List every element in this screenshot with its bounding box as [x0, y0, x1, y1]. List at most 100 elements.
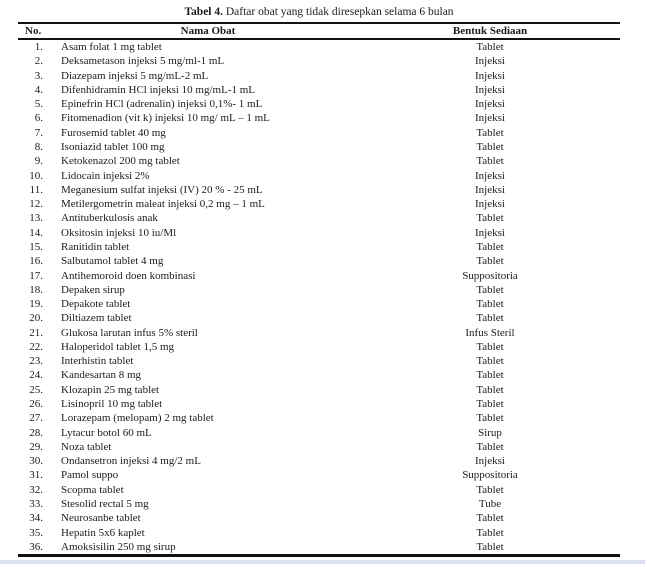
dosage-form: Infus Steril: [465, 326, 515, 339]
row-number: 1.: [34, 41, 43, 53]
row-number: 16.: [29, 255, 43, 268]
column-header-nama-obat: Nama Obat: [56, 23, 360, 40]
row-number: 15.: [29, 240, 43, 253]
table-row: 23. Interhistin tablet Tablet: [18, 354, 620, 368]
dosage-form: Injeksi: [475, 183, 505, 196]
dosage-form: Injeksi: [475, 69, 505, 82]
row-number: 30.: [29, 455, 43, 468]
table-row: 8. Isoniazid tablet 100 mg Tablet: [18, 140, 620, 154]
table-row: 9. Ketokenazol 200 mg tablet Tablet: [18, 154, 620, 168]
row-number: 13.: [29, 212, 43, 225]
dosage-form: Tablet: [476, 398, 504, 411]
dosage-form: Tablet: [476, 126, 504, 139]
table-row: 15. Ranitidin tablet Tablet: [18, 240, 620, 254]
drug-name: Depakote tablet: [61, 298, 131, 311]
table-row: 13. Antituberkulosis anak Tablet: [18, 211, 620, 225]
drug-name: Epinefrin HCl (adrenalin) injeksi 0,1%- …: [61, 98, 263, 111]
table-row: 25. Klozapin 25 mg tablet Tablet: [18, 383, 620, 397]
dosage-form: Tablet: [476, 283, 504, 296]
drug-name: Noza tablet: [61, 440, 112, 453]
row-number: 17.: [29, 269, 43, 282]
dosage-form: Tube: [478, 498, 502, 510]
dosage-form: Tablet: [476, 312, 504, 325]
dosage-form: Tablet: [476, 240, 504, 253]
table-body: 1. Asam folat 1 mg tablet Tablet 2. Deks…: [18, 39, 620, 556]
drug-name: Ketokenazol 200 mg tablet: [61, 155, 180, 168]
table-row: 12. Metilergometrin maleat injeksi 0,2 m…: [18, 197, 620, 211]
dosage-form: Tablet: [476, 298, 504, 311]
table-row: 3. Diazepam injeksi 5 mg/mL-2 mL Injeksi: [18, 69, 620, 83]
table-row: 21. Glukosa larutan infus 5% steril Infu…: [18, 326, 620, 340]
dosage-form: Tablet: [476, 369, 504, 382]
row-number: 34.: [29, 512, 43, 525]
table-row: 20. Diltiazem tablet Tablet: [18, 311, 620, 325]
table-row: 36. Amoksisilin 250 mg sirup Tablet: [18, 540, 620, 556]
dosage-form: Tablet: [476, 41, 504, 53]
drug-table: No. Nama Obat Bentuk Sediaan 1. Asam fol…: [18, 22, 620, 558]
row-number: 8.: [34, 140, 43, 153]
row-number: 31.: [29, 469, 43, 482]
dosage-form: Sirup: [478, 426, 502, 439]
dosage-form: Tablet: [476, 483, 504, 496]
drug-name: Lorazepam (melopam) 2 mg tablet: [61, 412, 214, 425]
drug-name: Antihemoroid doen kombinasi: [61, 269, 196, 282]
table-row: 34. Neurosanbe tablet Tablet: [18, 511, 620, 525]
row-number: 22.: [29, 340, 43, 353]
dosage-form: Injeksi: [475, 226, 505, 239]
dosage-form: Tablet: [476, 512, 504, 525]
dosage-form: Injeksi: [475, 55, 505, 68]
row-number: 7.: [34, 126, 43, 139]
drug-name: Scopma tablet: [61, 483, 124, 496]
row-number: 6.: [34, 112, 43, 125]
drug-name: Stesolid rectal 5 mg: [61, 498, 149, 510]
table-row: 24. Kandesartan 8 mg Tablet: [18, 368, 620, 382]
table-row: 4. Difenhidramin HCl injeksi 10 mg/mL-1 …: [18, 83, 620, 97]
dosage-form: Injeksi: [475, 98, 505, 111]
table-row: 27. Lorazepam (melopam) 2 mg tablet Tabl…: [18, 411, 620, 425]
row-number: 9.: [34, 155, 43, 168]
table-row: 29. Noza tablet Tablet: [18, 440, 620, 454]
table-row: 7. Furosemid tablet 40 mg Tablet: [18, 126, 620, 140]
dosage-form: Tablet: [476, 540, 504, 553]
row-number: 10.: [29, 169, 43, 182]
table-row: 33. Stesolid rectal 5 mg Tube: [18, 497, 620, 511]
table-row: 28. Lytacur botol 60 mL Sirup: [18, 426, 620, 440]
dosage-form: Tablet: [476, 383, 504, 396]
table-caption-text: Daftar obat yang tidak diresepkan selama…: [223, 6, 454, 18]
drug-name: Salbutamol tablet 4 mg: [61, 255, 164, 268]
table-row: 19. Depakote tablet Tablet: [18, 297, 620, 311]
table-row: 6. Fitomenadion (vit k) injeksi 10 mg/ m…: [18, 111, 620, 125]
drug-name: Diltiazem tablet: [61, 312, 132, 325]
table-caption-label: Tabel 4.: [184, 6, 223, 18]
row-number: 33.: [29, 498, 43, 510]
drug-name: Diazepam injeksi 5 mg/mL-2 mL: [61, 69, 209, 82]
table-header-row: No. Nama Obat Bentuk Sediaan: [18, 23, 620, 40]
table-row: 1. Asam folat 1 mg tablet Tablet: [18, 39, 620, 54]
table-row: 31. Pamol suppo Suppositoria: [18, 468, 620, 482]
row-number: 29.: [29, 440, 43, 453]
dosage-form: Injeksi: [475, 112, 505, 125]
column-header-bentuk-sediaan: Bentuk Sediaan: [360, 23, 620, 40]
drug-name: Ranitidin tablet: [61, 240, 130, 253]
page-bottom-edge: [0, 560, 645, 565]
dosage-form: Injeksi: [475, 83, 505, 96]
table-row: 35. Hepatin 5x6 kaplet Tablet: [18, 526, 620, 540]
table-row: 22. Haloperidol tablet 1,5 mg Tablet: [18, 340, 620, 354]
drug-name: Metilergometrin maleat injeksi 0,2 mg – …: [61, 198, 265, 211]
drug-name: Difenhidramin HCl injeksi 10 mg/mL-1 mL: [61, 83, 256, 96]
dosage-form: Tablet: [476, 155, 504, 168]
drug-name: Glukosa larutan infus 5% steril: [61, 326, 198, 339]
table-row: 5. Epinefrin HCl (adrenalin) injeksi 0,1…: [18, 97, 620, 111]
drug-name: Hepatin 5x6 kaplet: [61, 526, 145, 539]
table-row: 14. Oksitosin injeksi 10 iu/Ml Injeksi: [18, 226, 620, 240]
drug-name: Haloperidol tablet 1,5 mg: [61, 340, 175, 353]
drug-name: Neurosanbe tablet: [61, 512, 141, 525]
row-number: 32.: [29, 483, 43, 496]
row-number: 26.: [29, 398, 43, 411]
dosage-form: Tablet: [476, 140, 504, 153]
table-row: 11. Meganesium sulfat injeksi (IV) 20 % …: [18, 183, 620, 197]
drug-name: Meganesium sulfat injeksi (IV) 20 % - 25…: [61, 183, 263, 196]
dosage-form: Tablet: [476, 340, 504, 353]
row-number: 14.: [29, 226, 43, 239]
dosage-form: Injeksi: [475, 198, 505, 211]
